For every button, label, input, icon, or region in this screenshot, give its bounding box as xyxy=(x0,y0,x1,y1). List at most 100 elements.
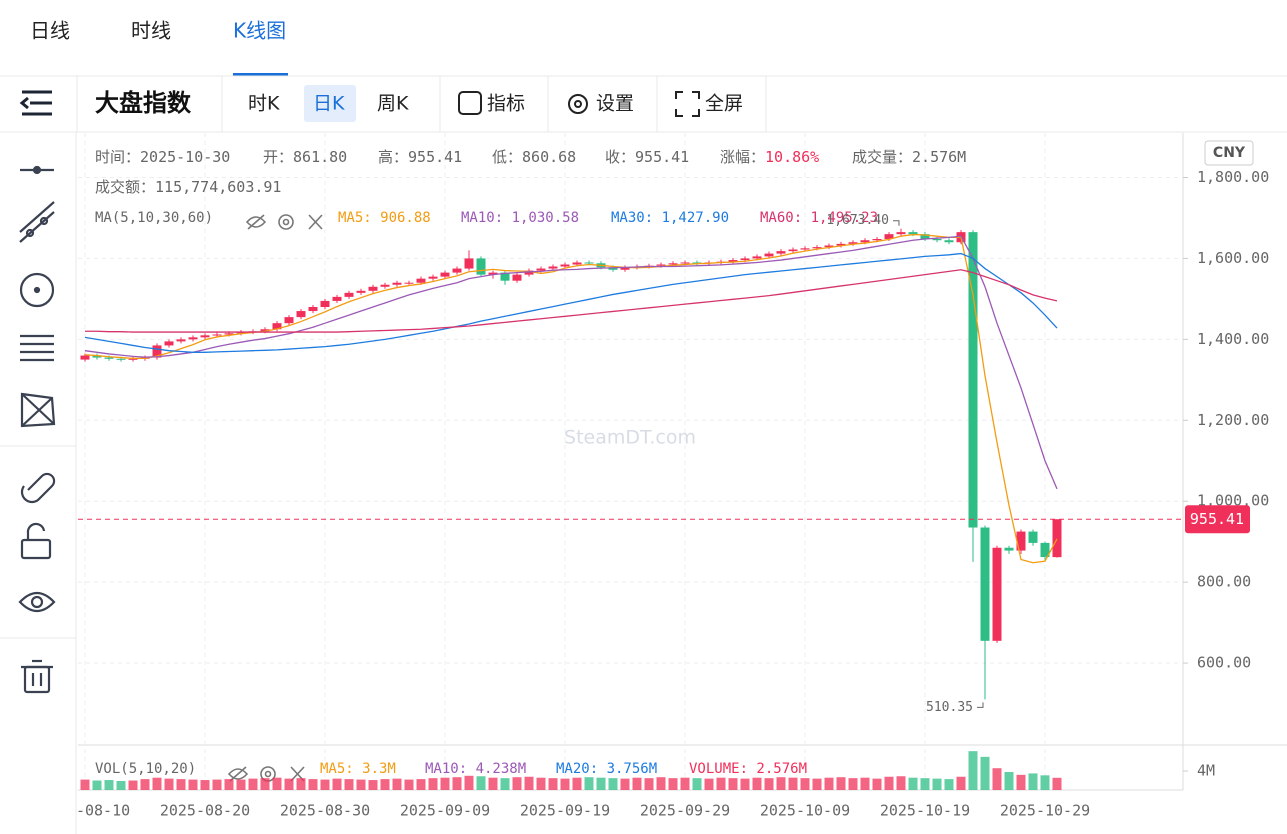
info-value: 860.68 xyxy=(522,148,576,166)
candle-body xyxy=(776,251,786,254)
drawing-tools[interactable] xyxy=(18,165,56,694)
volume-bar xyxy=(488,777,498,790)
volume-bar xyxy=(428,778,438,790)
tab[interactable]: 日线 xyxy=(30,19,70,43)
volume-title: VOL(5,10,20) xyxy=(95,761,196,777)
info-item: 低：860.68 xyxy=(492,148,576,166)
volume-bar xyxy=(668,778,678,790)
candle-body xyxy=(548,266,558,269)
volume-bar xyxy=(404,779,414,790)
volume-bar xyxy=(524,776,534,790)
y-tick-label: 1,000.00 xyxy=(1197,492,1269,510)
toolbar-button[interactable]: 全屏 xyxy=(705,93,743,115)
x-tick-label: 2025-09-09 xyxy=(400,802,490,820)
info-label: 成交额： xyxy=(95,178,155,196)
volume-bar xyxy=(704,778,714,790)
volume-bar xyxy=(260,778,270,790)
period[interactable]: 周K xyxy=(377,93,409,115)
volume-bar xyxy=(896,776,906,790)
volume-bar xyxy=(812,778,822,790)
ma-line xyxy=(84,252,1058,353)
volume-bar xyxy=(356,779,366,790)
volume-bar xyxy=(308,779,318,790)
volume-bar xyxy=(332,778,342,790)
volume-bar xyxy=(464,775,474,790)
candle-body xyxy=(224,333,234,335)
info-item: 成交量：2.576M xyxy=(852,148,966,166)
period-active[interactable]: 日K xyxy=(313,93,345,115)
candle-body xyxy=(380,284,390,287)
volume-bar xyxy=(320,779,330,790)
candle-body xyxy=(920,234,930,240)
volume-bar xyxy=(536,777,546,790)
info-value: 955.41 xyxy=(635,148,689,166)
volume-bar xyxy=(956,776,966,790)
candle-body xyxy=(572,262,582,265)
volume-legend: VOLUME: 2.576M xyxy=(689,761,807,777)
extreme-label: 1,673.40 xyxy=(826,213,889,228)
candle-body xyxy=(404,282,414,284)
volume-bar xyxy=(380,779,390,790)
candle-body xyxy=(104,357,114,359)
candle-body xyxy=(284,317,294,324)
info-label: 收： xyxy=(605,148,635,166)
currency: CNY xyxy=(1213,145,1246,161)
volume-bar xyxy=(560,778,570,790)
tab-active[interactable]: K线图 xyxy=(233,19,286,43)
candle-body xyxy=(692,262,702,264)
volume-bar xyxy=(476,776,486,790)
candle-body xyxy=(152,345,162,358)
extreme-arrow xyxy=(893,220,900,226)
plot: 2025-08-10 2025-08-20 2025-08-30 2025-09-09… xyxy=(78,133,1183,820)
volume-bar xyxy=(872,778,882,790)
y-tick-label: 1,200.00 xyxy=(1197,411,1269,429)
candle-body xyxy=(272,323,282,330)
volume-bar xyxy=(200,780,210,790)
info-label: 低： xyxy=(492,148,522,166)
info-value: 10.86% xyxy=(765,148,819,166)
period-active-bg xyxy=(304,85,356,122)
volume-bar xyxy=(500,778,510,790)
y-tick-label: 1,800.00 xyxy=(1197,168,1269,186)
candle-body xyxy=(968,232,978,528)
x-tick-label: 2025-10-09 xyxy=(760,802,850,820)
period[interactable]: 时K xyxy=(248,93,280,115)
candle-body xyxy=(764,253,774,257)
info-label: 成交量： xyxy=(852,148,912,166)
candle-body xyxy=(656,264,666,266)
candle-body xyxy=(464,258,474,269)
toolbar-button[interactable]: 设置 xyxy=(596,93,634,115)
y-tick-label: 800.00 xyxy=(1197,573,1251,591)
ma-line xyxy=(85,269,1058,333)
toolbar-button[interactable]: 指标 xyxy=(487,93,525,115)
candle-body xyxy=(560,264,570,267)
candle-body xyxy=(428,276,438,279)
candle-body xyxy=(980,527,990,641)
candle-body xyxy=(1052,519,1062,558)
info-value: 2.576M xyxy=(912,148,966,166)
volume-bar xyxy=(764,778,774,790)
menu-icon[interactable] xyxy=(19,90,52,116)
candle-body xyxy=(812,247,822,249)
candle-body xyxy=(440,272,450,277)
volume-bar xyxy=(848,778,858,790)
volume-tick-label: 4M xyxy=(1197,762,1215,780)
volume-bar xyxy=(740,778,750,790)
y-tick-label: 600.00 xyxy=(1197,654,1251,672)
tab[interactable]: 时线 xyxy=(131,19,171,43)
info-item: 高：955.41 xyxy=(378,148,462,166)
volume-bar xyxy=(572,777,582,790)
candle-body xyxy=(992,547,1002,641)
candle-body xyxy=(296,311,306,318)
candle-body xyxy=(1040,542,1050,558)
x-tick-label: 2025-08-20 xyxy=(160,802,250,820)
candle-body xyxy=(944,240,954,243)
volume-bar xyxy=(440,777,450,790)
volume-bar xyxy=(296,778,306,790)
volume-bar xyxy=(104,780,114,790)
candle-body xyxy=(344,292,354,297)
volume-bar xyxy=(248,778,258,790)
ma-title: MA(5,10,30,60) xyxy=(95,210,213,226)
legend-tools[interactable] xyxy=(245,214,323,230)
volume-bar xyxy=(1052,777,1062,790)
